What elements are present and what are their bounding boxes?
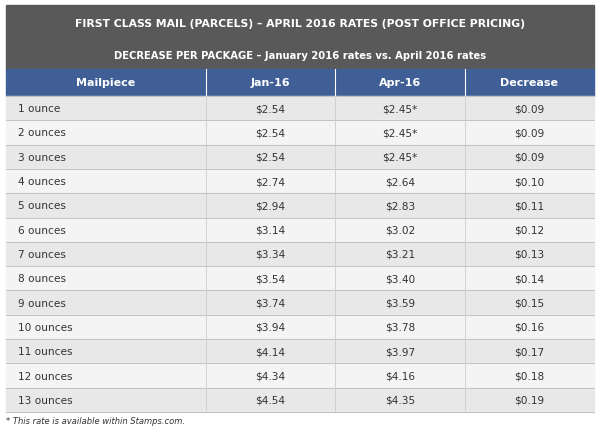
Text: 8 ounces: 8 ounces	[18, 274, 66, 284]
Text: $2.54: $2.54	[256, 152, 286, 162]
Bar	[6, 291, 594, 315]
Text: $4.54: $4.54	[256, 395, 286, 405]
Text: $2.45*: $2.45*	[382, 104, 418, 114]
Text: $2.64: $2.64	[385, 177, 415, 187]
Text: 6 ounces: 6 ounces	[18, 225, 66, 235]
Text: $2.45*: $2.45*	[382, 128, 418, 138]
Text: Mailpiece: Mailpiece	[76, 78, 136, 88]
Text: $0.10: $0.10	[514, 177, 544, 187]
Bar	[6, 267, 594, 291]
Text: $4.35: $4.35	[385, 395, 415, 405]
Text: $4.16: $4.16	[385, 371, 415, 381]
Text: Apr-16: Apr-16	[379, 78, 421, 88]
Text: $2.45*: $2.45*	[382, 152, 418, 162]
Bar	[6, 218, 594, 242]
Text: 12 ounces: 12 ounces	[18, 371, 73, 381]
Text: DECREASE PER PACKAGE – January 2016 rates vs. April 2016 rates: DECREASE PER PACKAGE – January 2016 rate…	[114, 51, 486, 61]
Text: $4.14: $4.14	[256, 346, 286, 357]
Text: $3.14: $3.14	[256, 225, 286, 235]
Text: $0.13: $0.13	[514, 249, 544, 259]
Text: 2 ounces: 2 ounces	[18, 128, 66, 138]
Text: 10 ounces: 10 ounces	[18, 322, 73, 332]
Text: $3.34: $3.34	[256, 249, 286, 259]
Text: 7 ounces: 7 ounces	[18, 249, 66, 259]
Text: $3.94: $3.94	[256, 322, 286, 332]
Text: $3.78: $3.78	[385, 322, 415, 332]
Bar	[6, 315, 594, 339]
Text: 3 ounces: 3 ounces	[18, 152, 66, 162]
Text: Decrease: Decrease	[500, 78, 559, 88]
Text: $3.40: $3.40	[385, 274, 415, 284]
Bar	[6, 194, 594, 218]
Text: $0.16: $0.16	[514, 322, 544, 332]
Text: $3.97: $3.97	[385, 346, 415, 357]
Bar	[6, 364, 594, 388]
Bar	[6, 339, 594, 364]
Text: $2.54: $2.54	[256, 104, 286, 114]
Text: $2.74: $2.74	[256, 177, 286, 187]
Text: $0.09: $0.09	[514, 152, 544, 162]
Text: $3.02: $3.02	[385, 225, 415, 235]
Text: $3.59: $3.59	[385, 298, 415, 308]
Text: $0.19: $0.19	[514, 395, 544, 405]
Bar	[6, 6, 594, 70]
Text: $4.34: $4.34	[256, 371, 286, 381]
Text: $0.09: $0.09	[514, 104, 544, 114]
Text: $2.94: $2.94	[256, 201, 286, 211]
Text: $3.74: $3.74	[256, 298, 286, 308]
Text: $0.12: $0.12	[514, 225, 544, 235]
Text: 11 ounces: 11 ounces	[18, 346, 73, 357]
Text: FIRST CLASS MAIL (PARCELS) – APRIL 2016 RATES (POST OFFICE PRICING): FIRST CLASS MAIL (PARCELS) – APRIL 2016 …	[75, 19, 525, 29]
Text: 4 ounces: 4 ounces	[18, 177, 66, 187]
Bar	[6, 242, 594, 267]
Bar	[6, 388, 594, 412]
Bar	[6, 70, 594, 97]
Text: $0.11: $0.11	[514, 201, 544, 211]
Bar	[6, 170, 594, 194]
Text: $0.09: $0.09	[514, 128, 544, 138]
Text: 9 ounces: 9 ounces	[18, 298, 66, 308]
Bar	[6, 121, 594, 145]
Text: $3.21: $3.21	[385, 249, 415, 259]
Text: $0.18: $0.18	[514, 371, 544, 381]
Text: 1 ounce: 1 ounce	[18, 104, 61, 114]
Text: $0.15: $0.15	[514, 298, 544, 308]
Text: $3.54: $3.54	[256, 274, 286, 284]
Text: $0.14: $0.14	[514, 274, 544, 284]
Text: Jan-16: Jan-16	[251, 78, 290, 88]
Text: $2.83: $2.83	[385, 201, 415, 211]
Bar	[6, 97, 594, 121]
Text: $2.54: $2.54	[256, 128, 286, 138]
Bar	[6, 145, 594, 170]
Text: * This rate is available within Stamps.com.: * This rate is available within Stamps.c…	[6, 416, 185, 425]
Text: 5 ounces: 5 ounces	[18, 201, 66, 211]
Text: 13 ounces: 13 ounces	[18, 395, 73, 405]
Text: $0.17: $0.17	[514, 346, 544, 357]
